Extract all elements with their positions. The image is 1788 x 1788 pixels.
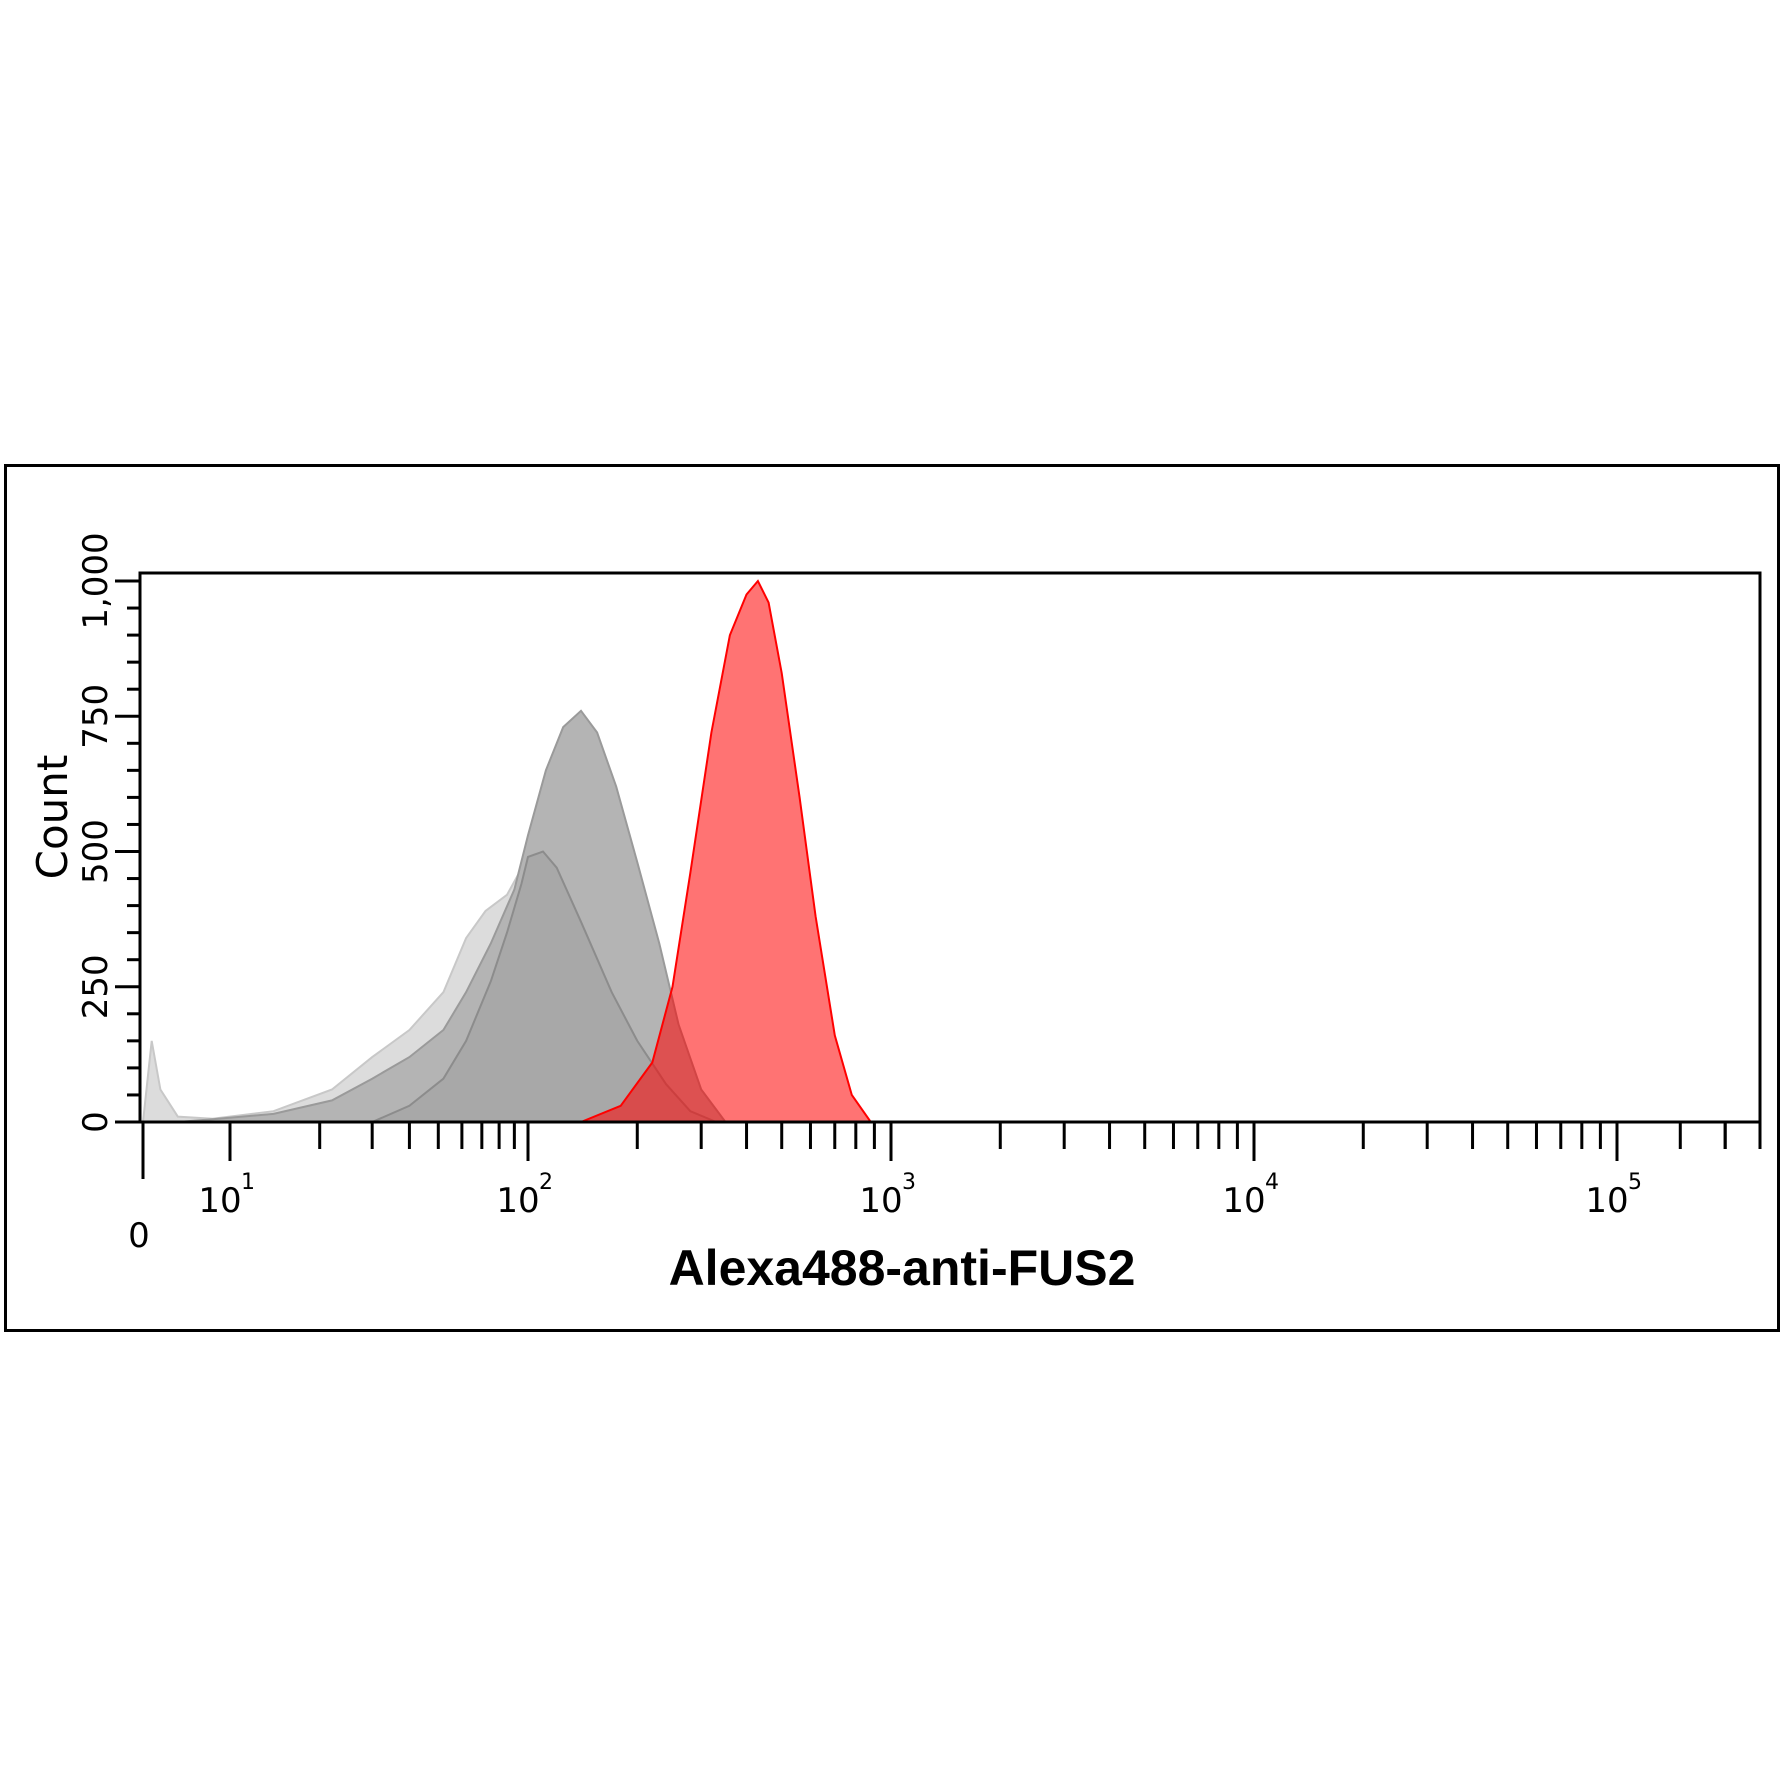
y-tick-label: 750 [76,684,116,749]
y-tick-label: 1,000 [76,532,116,629]
series-layer [141,579,873,1123]
x-tick-label-exponent: 3 [902,1170,916,1195]
x-tick-label: 0 [128,1216,150,1256]
histogram-series-4 [580,579,873,1123]
x-tick-label-exponent: 2 [539,1170,553,1195]
y-tick-label: 250 [76,954,116,1019]
x-tick-label-base: 10 [1585,1181,1628,1221]
x-tick-label-exponent: 5 [1628,1170,1642,1195]
x-axis-title: Alexa488-anti-FUS2 [669,1240,1136,1296]
y-tick-label: 500 [76,819,116,884]
x-tick-label-base: 10 [198,1181,241,1221]
y-axis-title: Count [28,755,77,880]
y-axis: 0 250 500 750 1,000 [76,532,142,1133]
x-axis: 010 1 10 2 10 3 10 4 10 5 [128,1120,1762,1256]
plot-border [138,571,1762,1124]
figure-frame: 0 250 500 750 1,000 0 10 1 10 2 10 3 10 4 10 5 Count A… [4,464,1780,1332]
x-tick-label-base: 10 [496,1181,539,1221]
x-tick-label-exponent: 4 [1265,1170,1279,1195]
x-tick-label-exponent: 1 [241,1170,255,1195]
y-tick-label: 0 [76,1111,116,1133]
x-tick-label-base: 10 [859,1181,902,1221]
x-tick-label-base: 10 [1222,1181,1265,1221]
